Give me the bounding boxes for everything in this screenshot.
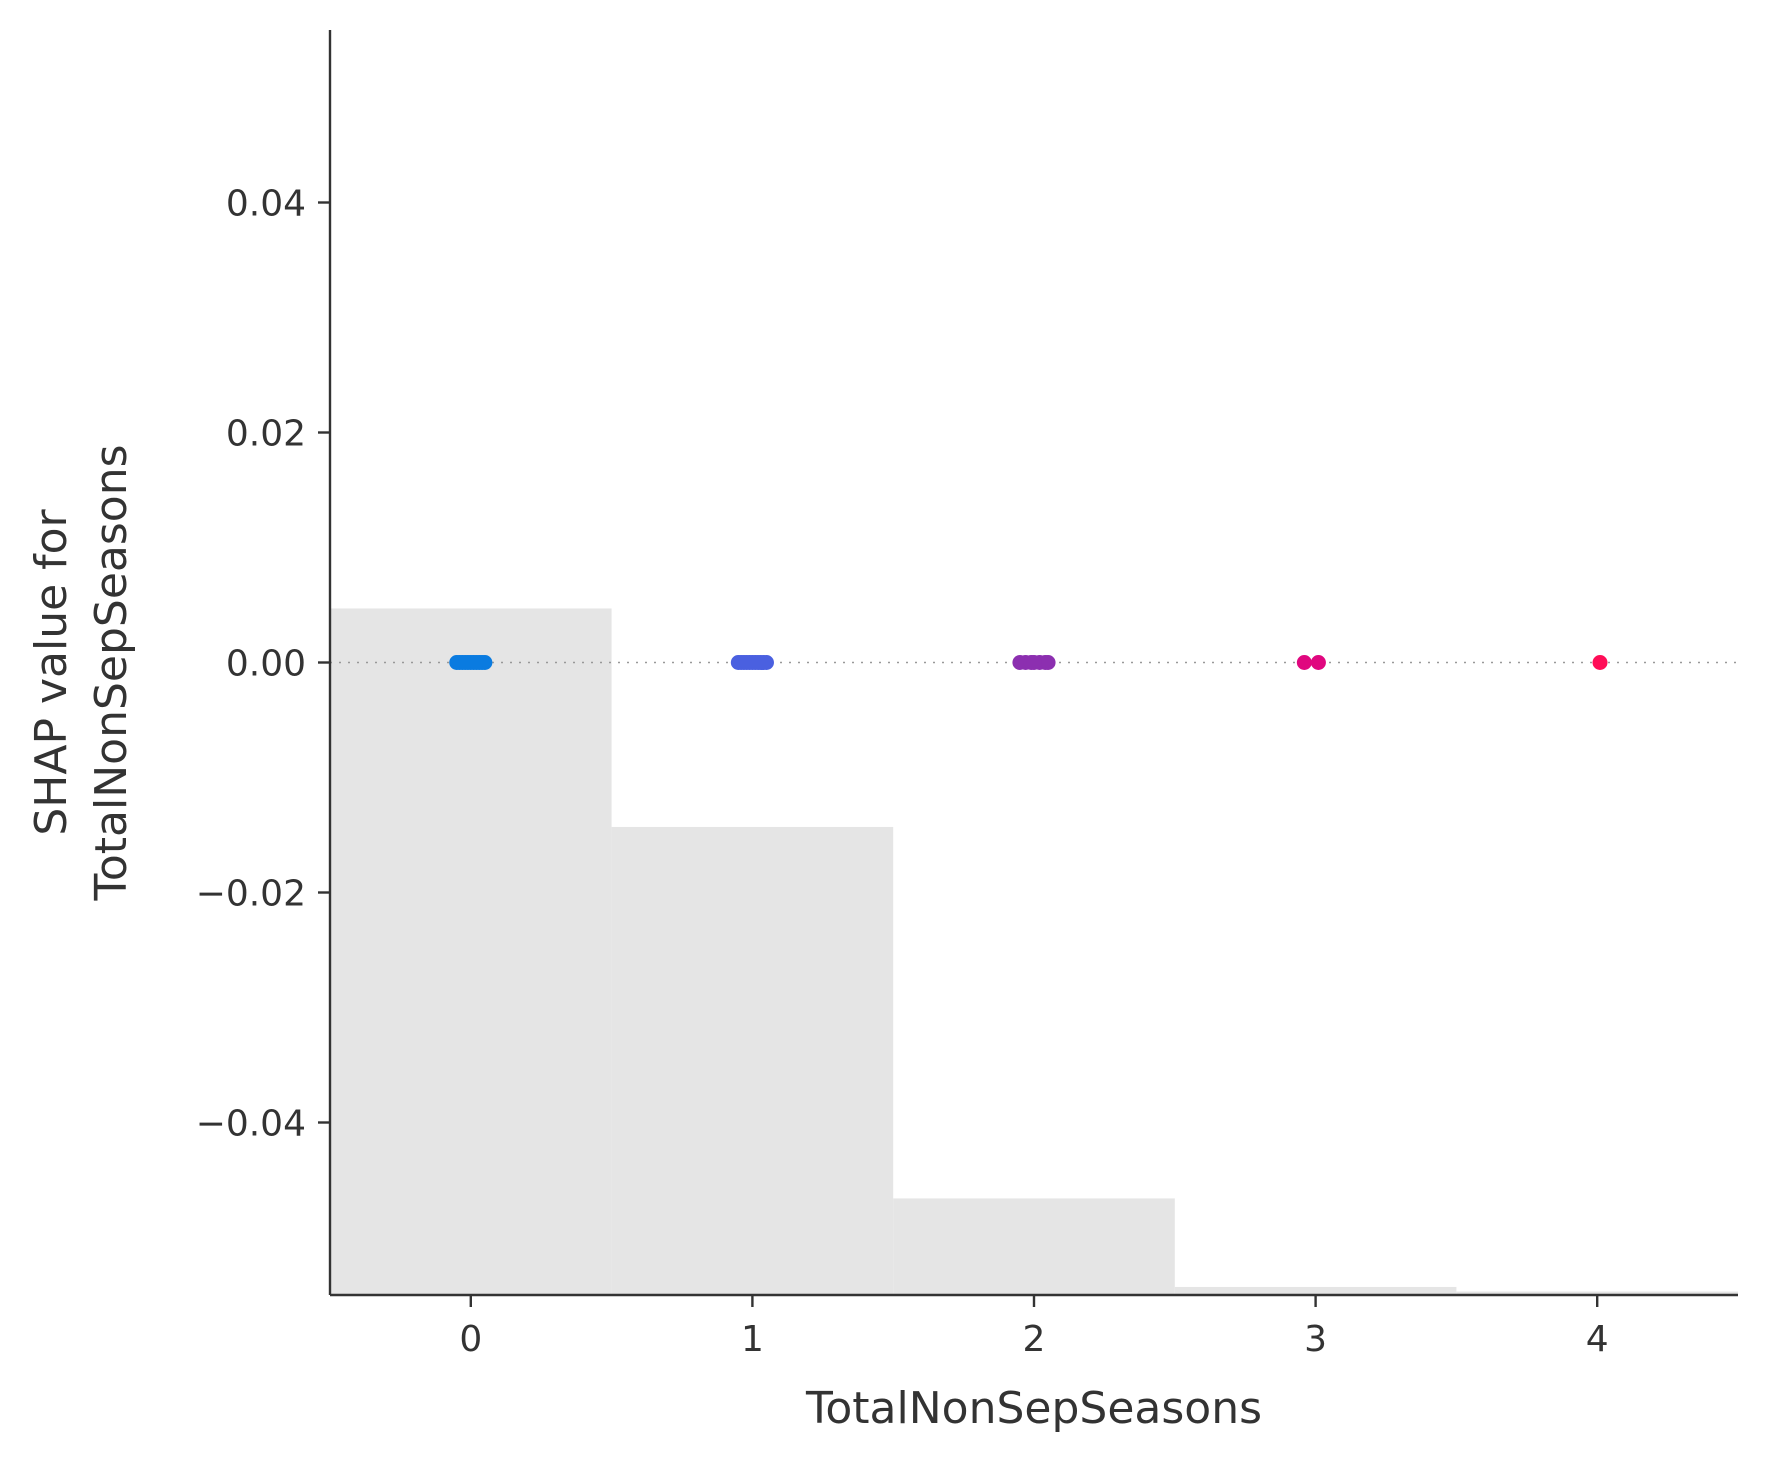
data-point-1-9 <box>739 655 755 670</box>
y-axis-ticks: 0.04 0.02 0.00 −0.02 −0.04 <box>196 184 330 1145</box>
y-axis-title-line-1: SHAP value for <box>26 508 77 835</box>
x-axis-title: TotalNonSepSeasons <box>805 1383 1262 1434</box>
histogram-bar-4 <box>1456 1291 1738 1295</box>
data-point-2-5 <box>1040 655 1056 670</box>
y-tick-label-4: −0.04 <box>196 1104 306 1145</box>
data-point-0-10 <box>468 655 484 670</box>
data-point-1-10 <box>750 655 766 670</box>
y-tick-label-0: 0.04 <box>226 184 306 225</box>
x-tick-label-2: 2 <box>1023 1319 1046 1360</box>
y-tick-label-2: 0.00 <box>226 644 306 685</box>
y-tick-label-1: 0.02 <box>226 414 306 455</box>
y-axis-title: SHAP value for TotalNonSepSeasons <box>26 444 137 901</box>
x-tick-label-0: 0 <box>459 1319 482 1360</box>
data-point-4-0 <box>1592 655 1608 670</box>
data-point-2-6 <box>1026 655 1042 670</box>
histogram-bar-3 <box>1174 1286 1457 1295</box>
scatter-points-layer <box>449 655 1608 670</box>
histogram-layer <box>330 608 1738 1295</box>
x-axis-ticks: 0 1 2 3 4 <box>459 1295 1609 1360</box>
data-point-3-1 <box>1310 655 1326 670</box>
histogram-bar-1 <box>611 826 894 1295</box>
data-point-0-9 <box>457 655 473 670</box>
histogram-bar-2 <box>893 1198 1175 1295</box>
histogram-bar-0 <box>330 608 612 1295</box>
x-tick-label-3: 3 <box>1304 1319 1327 1360</box>
data-point-3-0 <box>1296 655 1312 670</box>
y-axis-title-line-2: TotalNonSepSeasons <box>86 444 137 901</box>
x-tick-label-4: 4 <box>1586 1319 1609 1360</box>
y-tick-label-3: −0.02 <box>196 874 306 915</box>
x-tick-label-1: 1 <box>741 1319 764 1360</box>
